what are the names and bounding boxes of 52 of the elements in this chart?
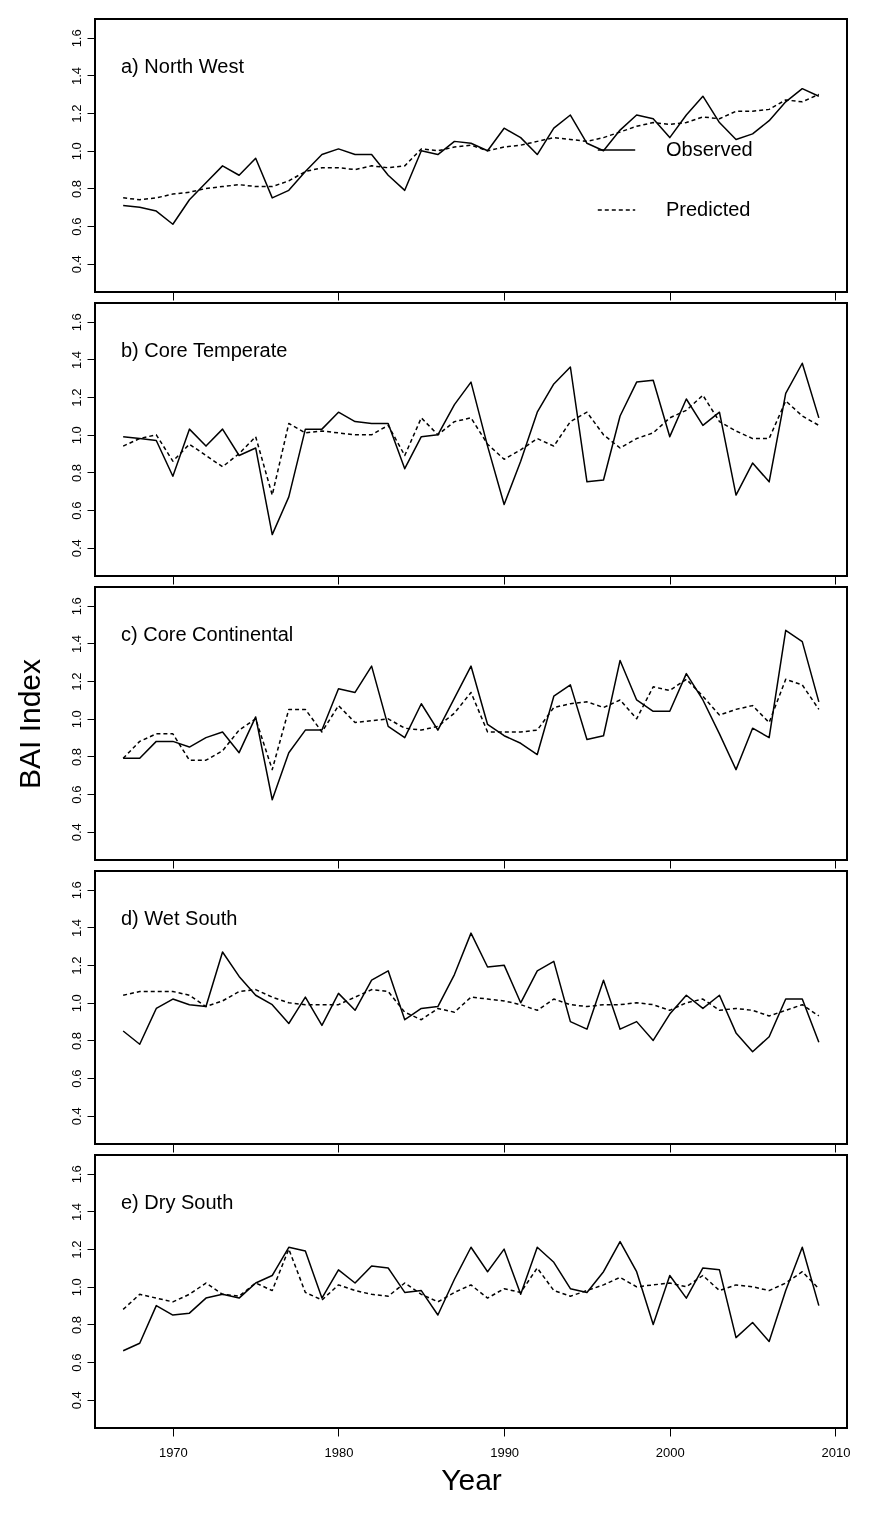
text: b) Core Temperate xyxy=(121,339,288,361)
y-tick-label: 1.0 xyxy=(68,426,84,445)
y-tick-label: 0.4 xyxy=(68,1107,84,1126)
y-tick-label: 1.0 xyxy=(68,710,84,729)
x-tick-label: 2000 xyxy=(655,1444,685,1460)
line-series xyxy=(122,362,820,536)
y-tick-label: 0.6 xyxy=(68,217,84,236)
y-tick-label: 1.6 xyxy=(68,597,84,616)
y-tick-label: 1.6 xyxy=(68,1165,84,1184)
text: c) Core Continental xyxy=(121,623,294,645)
y-tick-label: 1.2 xyxy=(68,1240,84,1259)
legend-label: Observed xyxy=(666,138,753,160)
y-tick-label: 1.0 xyxy=(68,142,84,161)
x-tick-label: 1980 xyxy=(324,1444,354,1460)
y-tick-label: 0.6 xyxy=(68,1069,84,1088)
y-tick-label: 0.6 xyxy=(68,785,84,804)
y-tick-label: 1.2 xyxy=(68,956,84,975)
y-tick-label: 1.4 xyxy=(68,918,84,938)
y-tick-label: 0.8 xyxy=(68,747,84,766)
legend-label: Predicted xyxy=(666,198,751,220)
y-tick-label: 0.8 xyxy=(68,1315,84,1334)
y-tick-label: 0.8 xyxy=(68,463,84,482)
line-series xyxy=(122,932,820,1053)
x-tick-label: 1970 xyxy=(158,1444,188,1460)
y-tick-label: 1.4 xyxy=(68,634,84,654)
x-axis-title: Year xyxy=(441,1462,502,1496)
y-tick-label: 0.4 xyxy=(68,255,84,274)
line-series xyxy=(122,1240,820,1352)
x-tick-label: 2010 xyxy=(821,1444,851,1460)
y-tick-label: 1.0 xyxy=(68,994,84,1013)
y-tick-label: 1.6 xyxy=(68,881,84,900)
y-tick-label: 1.6 xyxy=(68,29,84,48)
y-tick-label: 1.6 xyxy=(68,313,84,332)
y-tick-label: 1.2 xyxy=(68,388,84,407)
y-tick-label: 1.4 xyxy=(68,66,84,86)
y-tick-label: 0.4 xyxy=(68,1391,84,1410)
y-tick-label: 1.4 xyxy=(68,1202,84,1222)
y-tick-label: 1.2 xyxy=(68,104,84,123)
y-axis-title: BAI Index xyxy=(12,658,46,790)
y-tick-label: 1.0 xyxy=(68,1278,84,1297)
y-tick-label: 0.6 xyxy=(68,501,84,520)
x-tick-label: 1990 xyxy=(490,1444,520,1460)
y-tick-label: 0.8 xyxy=(68,1031,84,1050)
y-tick-label: 1.4 xyxy=(68,350,84,370)
text: a) North West xyxy=(121,55,245,77)
y-tick-label: 1.2 xyxy=(68,672,84,691)
y-tick-label: 0.8 xyxy=(68,179,84,198)
y-tick-label: 0.4 xyxy=(68,823,84,842)
y-tick-label: 0.4 xyxy=(68,539,84,558)
text: d) Wet South xyxy=(121,907,238,929)
y-tick-label: 0.6 xyxy=(68,1353,84,1372)
text: e) Dry South xyxy=(121,1191,234,1213)
